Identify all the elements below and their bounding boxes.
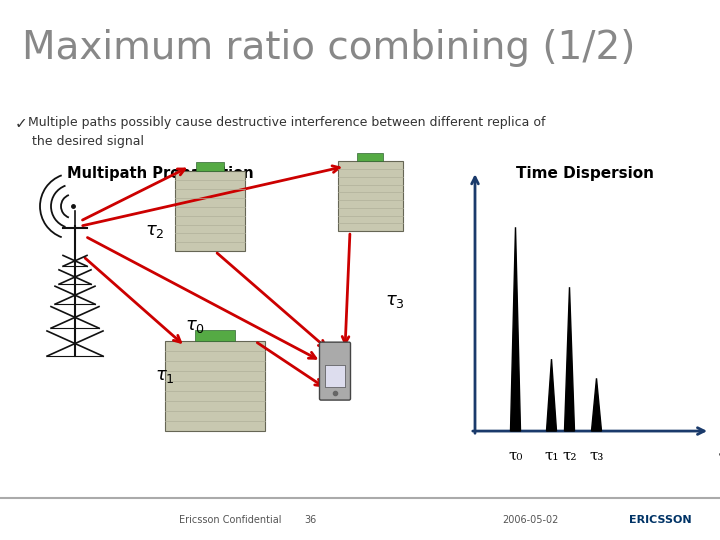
Text: ERICSSON: ERICSSON <box>629 515 691 525</box>
Text: Multipath Propagation: Multipath Propagation <box>67 166 253 181</box>
Text: Time Dispersion: Time Dispersion <box>516 166 654 181</box>
Text: 36: 36 <box>304 515 316 525</box>
Polygon shape <box>564 287 575 431</box>
FancyBboxPatch shape <box>195 330 235 341</box>
FancyBboxPatch shape <box>175 171 245 251</box>
FancyBboxPatch shape <box>325 364 345 387</box>
FancyBboxPatch shape <box>357 153 383 161</box>
Text: Maximum ratio combining (1/2): Maximum ratio combining (1/2) <box>22 29 635 66</box>
Text: τ₁: τ₁ <box>544 449 559 463</box>
Polygon shape <box>510 227 521 431</box>
Text: τ₂: τ₂ <box>562 449 577 463</box>
FancyBboxPatch shape <box>320 342 351 400</box>
Text: Ericsson Confidential: Ericsson Confidential <box>179 515 282 525</box>
Text: 2006-05-02: 2006-05-02 <box>502 515 558 525</box>
Polygon shape <box>546 359 557 431</box>
Text: τ₀: τ₀ <box>508 449 523 463</box>
Text: $\tau_2$: $\tau_2$ <box>145 222 165 240</box>
Text: τ₃: τ₃ <box>589 449 603 463</box>
Polygon shape <box>592 379 601 431</box>
Text: $\tau_3$: $\tau_3$ <box>385 292 405 310</box>
Text: $\tau_1$: $\tau_1$ <box>155 367 175 385</box>
Text: ✓: ✓ <box>15 117 28 131</box>
FancyBboxPatch shape <box>196 161 224 171</box>
Text: τ: τ <box>718 449 720 467</box>
Text: Multiple paths possibly cause destructive interference between different replica: Multiple paths possibly cause destructiv… <box>24 117 546 148</box>
Text: $\tau_0$: $\tau_0$ <box>185 317 205 335</box>
FancyBboxPatch shape <box>165 341 265 431</box>
FancyBboxPatch shape <box>338 161 402 231</box>
